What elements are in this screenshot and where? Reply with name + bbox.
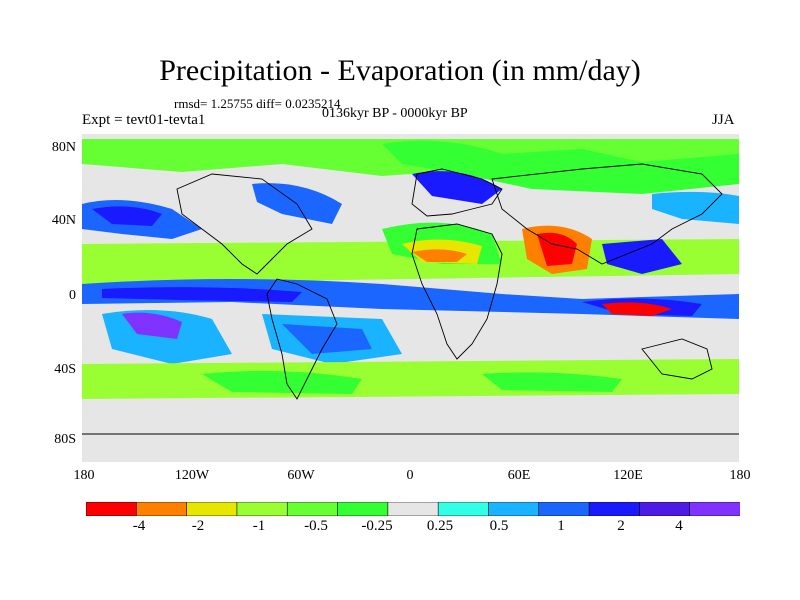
lon-label-120e: 120E xyxy=(613,468,643,483)
colorbar xyxy=(86,502,740,516)
plot-title: Precipitation - Evaporation (in mm/day) xyxy=(159,54,641,87)
colorbar-swatch xyxy=(538,502,590,516)
colorbar-swatch xyxy=(236,502,289,516)
colorbar-swatch xyxy=(186,502,238,516)
colorbar-swatch xyxy=(488,502,540,516)
period-text: 0136kyr BP - 0000kyr BP xyxy=(322,106,468,121)
experiment-label: Expt = tevt01-tevta1 xyxy=(82,112,206,128)
lat-label-40s: 40S xyxy=(54,362,76,377)
colorbar-label: -0.5 xyxy=(304,518,328,534)
colorbar-label: 0.25 xyxy=(426,518,454,534)
lon-label-60w: 60W xyxy=(287,468,315,483)
colorbar-label: -4 xyxy=(132,518,146,534)
lat-label-40n: 40N xyxy=(51,213,76,228)
colorbar-label: 0.5 xyxy=(489,518,509,534)
colorbar-label: 4 xyxy=(675,518,683,534)
colorbar-label: -0.25 xyxy=(361,518,393,534)
season-label: JJA xyxy=(712,112,735,128)
colorbar-swatch xyxy=(86,502,138,516)
colorbar-label: 2 xyxy=(617,518,625,534)
colorbar-label: 1 xyxy=(557,518,565,534)
colorbar-swatch xyxy=(387,502,439,516)
lon-label-0: 0 xyxy=(406,468,414,483)
precip-evap-map xyxy=(82,134,739,462)
colorbar-swatch xyxy=(588,502,641,516)
stats-text: rmsd= 1.25755 diff= 0.0235214 xyxy=(174,96,341,111)
lat-label-80s: 80S xyxy=(54,432,76,447)
lon-label-60e: 60E xyxy=(507,468,531,483)
colorbar-swatch xyxy=(136,502,188,516)
lon-label-180w: 180 xyxy=(73,468,95,483)
lon-label-120w: 120W xyxy=(174,468,210,483)
colorbar-swatch xyxy=(286,502,339,516)
colorbar-swatch xyxy=(337,502,389,516)
colorbar-swatch xyxy=(437,502,490,516)
colorbar-swatch xyxy=(639,502,691,516)
lat-label-80n: 80N xyxy=(51,140,76,155)
lon-label-180e: 180 xyxy=(729,468,751,483)
colorbar-label: -1 xyxy=(252,518,266,534)
colorbar-label: -2 xyxy=(191,518,205,534)
lat-label-0: 0 xyxy=(69,288,76,303)
colorbar-swatch xyxy=(689,502,740,516)
